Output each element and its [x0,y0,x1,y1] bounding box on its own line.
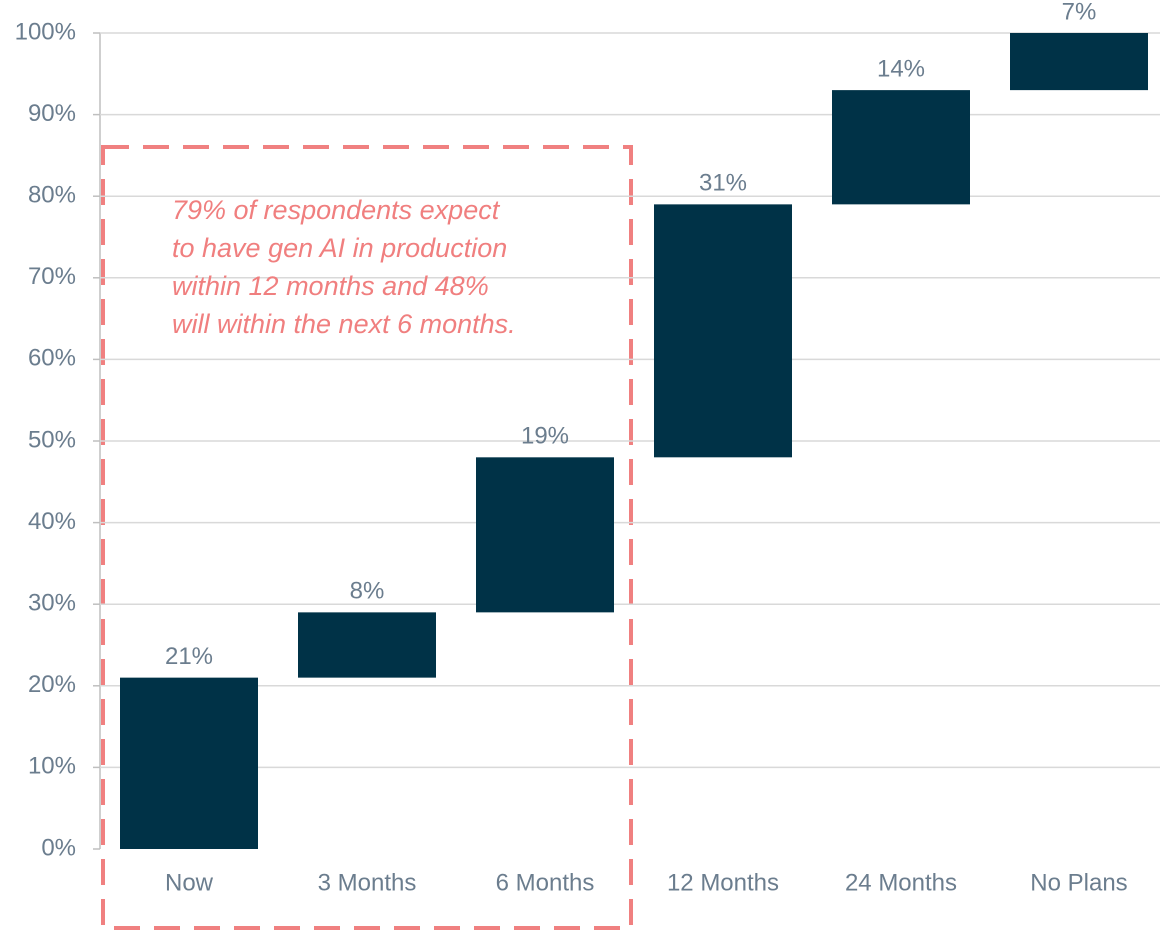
y-tick-label: 40% [28,508,76,535]
data-label: 7% [1062,0,1097,25]
y-tick-label: 0% [41,834,76,861]
y-tick-label: 90% [28,100,76,127]
data-label: 14% [877,55,925,82]
bar [654,204,792,458]
annotation: will within the next 6 months. [172,309,516,339]
y-tick-label: 60% [28,345,76,372]
data-label: 8% [350,578,385,605]
bar [298,612,436,678]
x-tick-label: 12 Months [667,869,779,896]
y-tick-label: 10% [28,753,76,780]
x-tick-label: 24 Months [845,869,957,896]
bar [476,457,614,613]
x-tick-label: 6 Months [496,869,595,896]
highlight-box [101,145,633,930]
y-tick-label: 70% [28,263,76,290]
annotation: 79% of respondents expect [172,195,501,225]
data-label: 19% [521,423,569,450]
data-label: 31% [699,170,747,197]
y-tick-label: 80% [28,182,76,209]
annotation: within 12 months and 48% [172,271,489,301]
y-tick-label: 30% [28,590,76,617]
bar [832,90,970,205]
x-tick-label: Now [165,869,214,896]
y-tick-label: 100% [15,18,76,45]
x-tick-label: No Plans [1030,869,1127,896]
y-tick-label: 50% [28,426,76,453]
y-tick-label: 20% [28,671,76,698]
bar [1010,33,1148,91]
annotation: to have gen AI in production [172,233,507,263]
x-tick-label: 3 Months [318,869,417,896]
bar [120,677,258,849]
data-label: 21% [165,643,213,670]
